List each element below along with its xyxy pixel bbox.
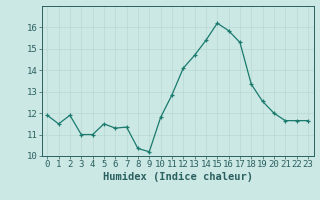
X-axis label: Humidex (Indice chaleur): Humidex (Indice chaleur) bbox=[103, 172, 252, 182]
